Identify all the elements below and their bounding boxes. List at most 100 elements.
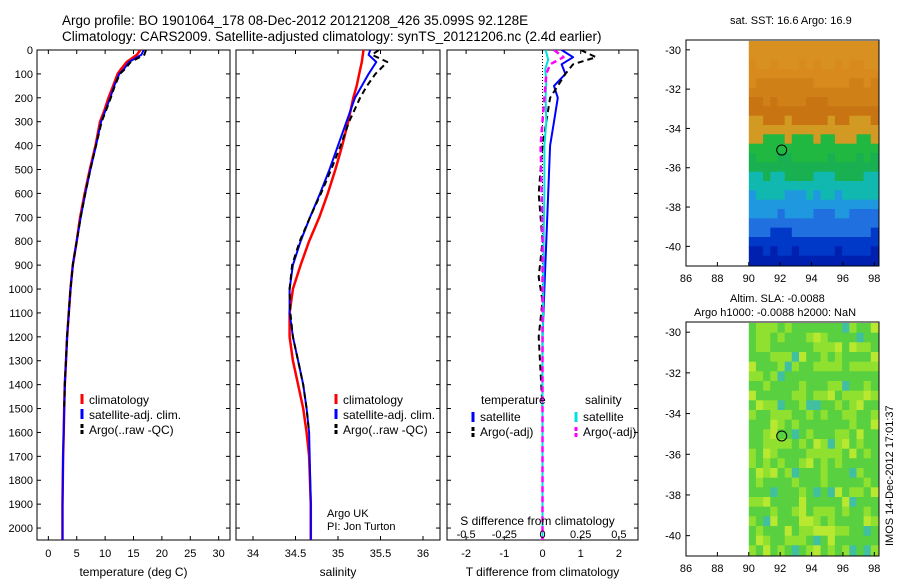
heatmap-cell	[763, 371, 771, 382]
heatmap-cell	[849, 526, 858, 537]
heatmap-cell	[791, 87, 800, 98]
sst-map-title: sat. SST: 16.6 Argo: 16.9	[730, 15, 852, 27]
heatmap-cell	[806, 439, 814, 450]
heatmap-cell	[799, 97, 807, 107]
heatmap-cell	[849, 246, 858, 257]
heatmap-cell	[863, 50, 872, 61]
heatmap-cell	[827, 162, 836, 173]
heatmap-cell	[856, 439, 865, 450]
heatmap-cell	[842, 400, 850, 411]
heatmap-cell	[791, 190, 800, 201]
heatmap-cell	[834, 497, 843, 508]
legend-header: temperature	[481, 393, 546, 407]
heatmap-cell	[777, 134, 786, 145]
heatmap-cell	[849, 487, 858, 498]
heatmap-cell	[827, 381, 836, 392]
heatmap-cell	[813, 458, 822, 469]
y-tick-label: 0	[27, 45, 33, 57]
heatmap-cell	[842, 115, 850, 126]
heatmap-cell	[806, 477, 814, 488]
heatmap-cell	[820, 352, 829, 363]
y-tick-label: -30	[665, 327, 681, 339]
heatmap-cell	[777, 371, 786, 382]
heatmap-cell	[784, 516, 793, 527]
heatmap-cell	[834, 190, 843, 201]
heatmap-cell	[784, 209, 793, 219]
heatmap-cell	[813, 59, 822, 70]
heatmap-cell	[755, 506, 764, 517]
heatmap-cell	[834, 477, 843, 488]
heatmap-cell	[813, 115, 822, 126]
series-line	[288, 50, 389, 433]
heatmap-cell	[799, 78, 807, 89]
heatmap-cell	[842, 410, 850, 421]
heatmap-cell	[863, 69, 872, 79]
heatmap-cell	[842, 199, 850, 210]
heatmap-cell	[791, 181, 800, 191]
heatmap-cell	[806, 59, 814, 70]
x-tick-label: 34.5	[285, 548, 306, 560]
heatmap-cell	[827, 181, 836, 191]
heatmap-cell	[799, 448, 807, 459]
y-tick-label: 500	[15, 165, 33, 177]
heatmap-cell	[770, 246, 779, 257]
heatmap-cell	[827, 218, 836, 229]
heatmap-cell	[770, 371, 779, 382]
heatmap-cell	[827, 199, 836, 210]
heatmap-cell	[870, 400, 879, 411]
heatmap-cell	[799, 115, 807, 126]
heatmap-cell	[763, 125, 771, 135]
heatmap-cell	[863, 162, 872, 173]
heatmap-cell	[856, 181, 865, 191]
heatmap-cell	[856, 419, 865, 430]
heatmap-cell	[849, 143, 858, 154]
heatmap-cell	[856, 526, 865, 537]
heatmap-cell	[834, 381, 843, 392]
heatmap-cell	[755, 381, 764, 392]
heatmap-cell	[820, 371, 829, 382]
heatmap-cell	[799, 506, 807, 517]
heatmap-cell	[834, 535, 843, 546]
heatmap-cell	[856, 134, 865, 145]
legend-label: Argo(-adj)	[480, 425, 533, 439]
argo-position-marker	[776, 144, 788, 156]
heatmap-cell	[863, 78, 872, 89]
heatmap-cell	[842, 50, 850, 61]
heatmap-cell	[791, 526, 800, 537]
heatmap-cell	[834, 352, 843, 363]
heatmap-cell	[763, 87, 771, 98]
heatmap-cell	[777, 506, 786, 517]
heatmap-cell	[820, 468, 829, 479]
heatmap-cell	[806, 227, 814, 238]
heatmap-cell	[870, 468, 879, 479]
heatmap-cell	[834, 41, 843, 51]
heatmap-cell	[799, 381, 807, 392]
heatmap-cell	[849, 361, 858, 372]
heatmap-cell	[856, 59, 865, 70]
heatmap-cell	[777, 246, 786, 257]
heatmap-cell	[827, 115, 836, 126]
heatmap-cell	[777, 106, 786, 117]
heatmap-cell	[820, 209, 829, 219]
heatmap-cell	[777, 323, 786, 334]
heatmap-cell	[827, 487, 836, 498]
heatmap-cell	[806, 535, 814, 546]
heatmap-cell	[799, 516, 807, 527]
heatmap-cell	[863, 352, 872, 363]
secondary-x-tick-label: 0.25	[570, 529, 591, 541]
heatmap-cell	[777, 162, 786, 173]
heatmap-cell	[748, 199, 757, 210]
heatmap-cell	[849, 323, 858, 334]
heatmap-cell	[849, 69, 858, 79]
heatmap-cell	[849, 448, 858, 459]
heatmap-cell	[763, 477, 771, 488]
heatmap-cell	[806, 342, 814, 353]
series-line	[288, 50, 365, 540]
heatmap-cell	[820, 255, 829, 266]
heatmap-cell	[827, 237, 836, 247]
heatmap-cell	[842, 419, 850, 430]
heatmap-cell	[863, 419, 872, 430]
heatmap-cell	[813, 218, 822, 229]
x-axis-label: temperature (deg C)	[79, 565, 187, 579]
